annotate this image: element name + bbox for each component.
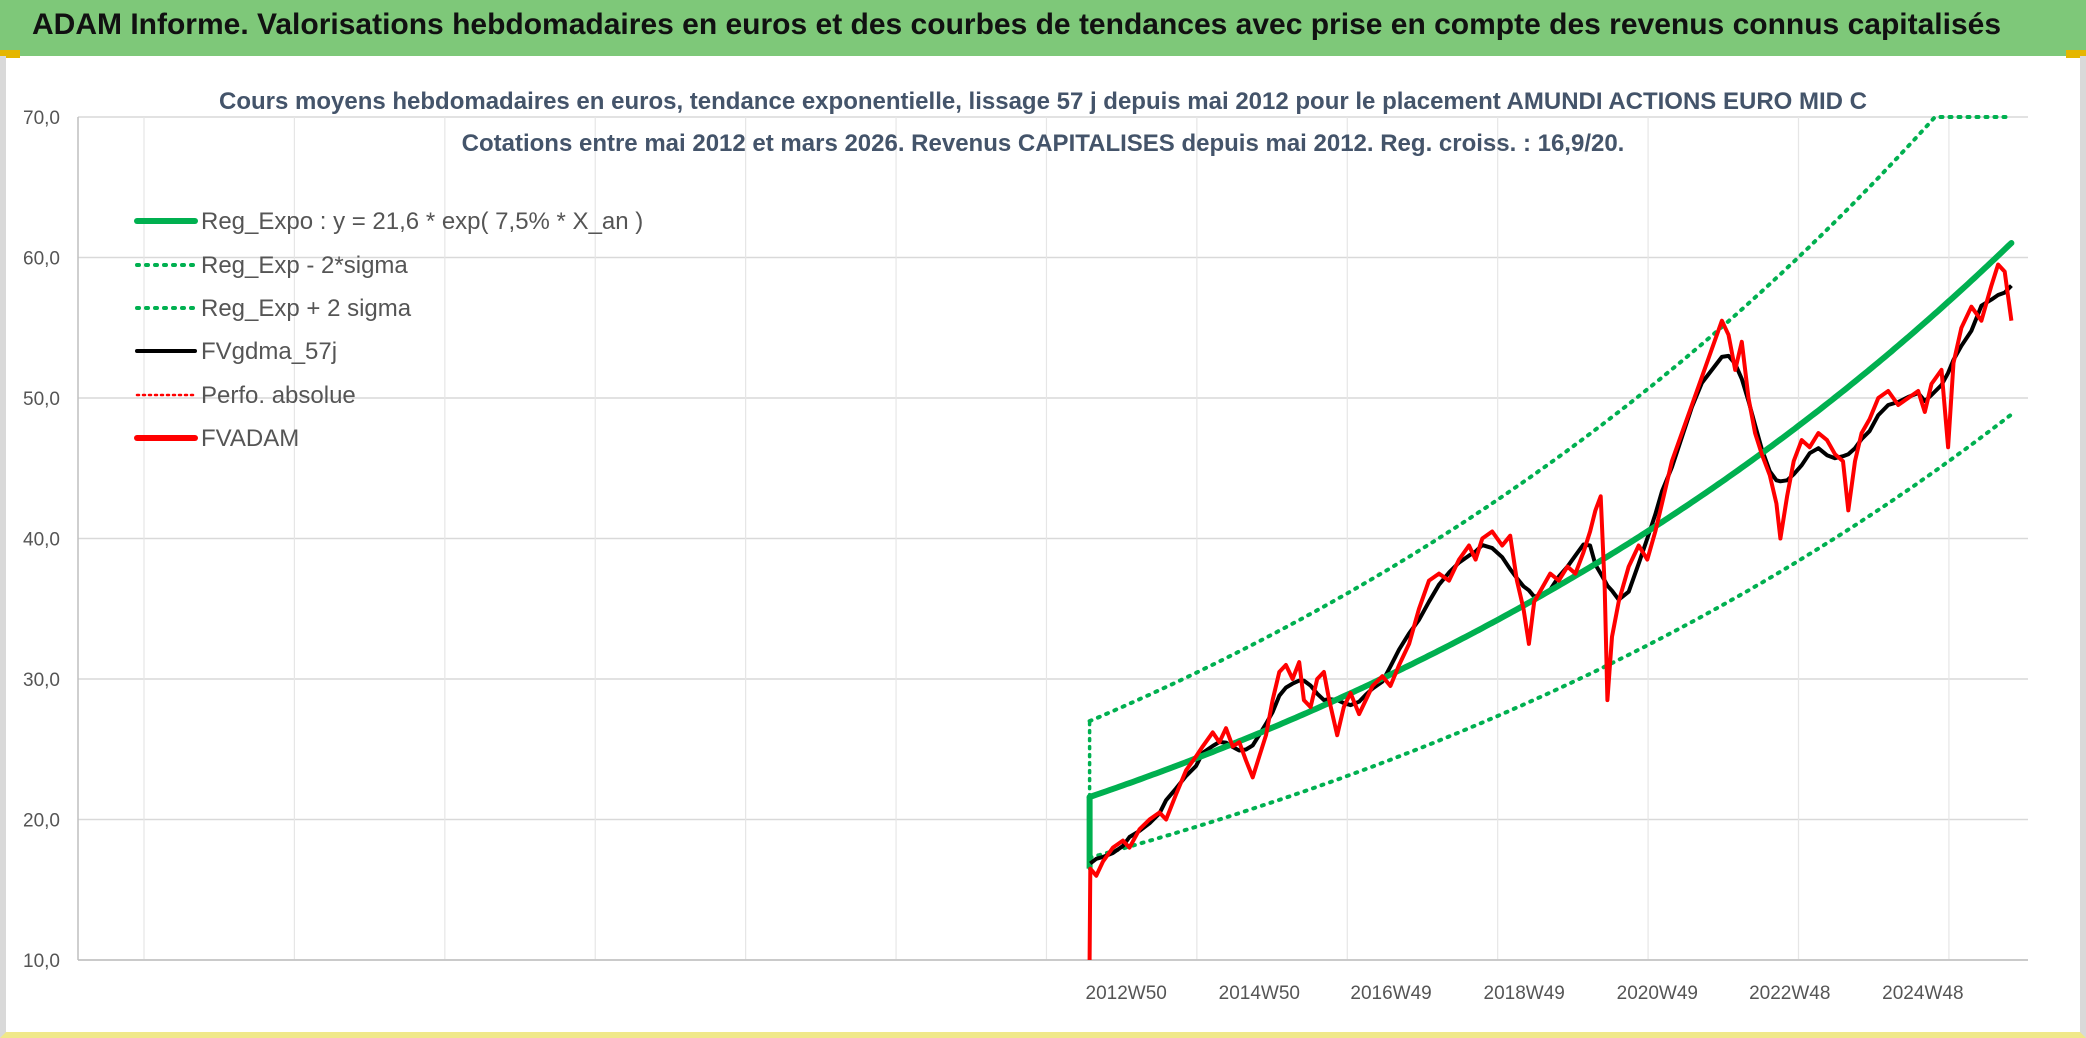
axis-layer: 10,0 20,0 30,0 40,0 50,0 60,0 70,0 2012W50 2014W… bbox=[23, 108, 2028, 1004]
fvadam-line bbox=[1087, 262, 2014, 961]
upper-band-line bbox=[1087, 115, 2014, 724]
legend-entry-label: Reg_Exp + 2 sigma bbox=[201, 295, 412, 322]
banner-corner-left bbox=[0, 50, 20, 58]
x-tick-label: 2024W48 bbox=[1882, 983, 1963, 1004]
x-tick-label: 2018W49 bbox=[1484, 983, 1565, 1004]
y-tick-label: 40,0 bbox=[23, 530, 60, 551]
legend-entry-label: Reg_Exp - 2*sigma bbox=[201, 252, 408, 279]
y-tick-label: 30,0 bbox=[23, 670, 60, 691]
lower-band-line bbox=[1087, 412, 2014, 860]
x-tick-label: 2020W49 bbox=[1617, 983, 1698, 1004]
x-tick-label: 2016W49 bbox=[1350, 983, 1431, 1004]
banner-corner-right bbox=[2066, 50, 2086, 58]
fvgdma-line bbox=[1089, 284, 2013, 865]
x-tick-label: 2014W50 bbox=[1219, 983, 1300, 1004]
regression-line bbox=[1086, 240, 2015, 800]
y-tick-label: 10,0 bbox=[23, 951, 60, 972]
y-tick-label: 20,0 bbox=[23, 811, 60, 832]
grid-layer bbox=[78, 116, 2028, 961]
x-tick-label: 2012W50 bbox=[1086, 983, 1167, 1004]
report-banner: ADAM Informe. Valorisations hebdomadaire… bbox=[0, 0, 2086, 56]
y-tick-label: 50,0 bbox=[23, 389, 60, 410]
chart-title: Cours moyens hebdomadaires en euros, ten… bbox=[219, 88, 1867, 115]
legend-entry-label: FVADAM bbox=[201, 425, 299, 452]
legend-entry-label: FVgdma_57j bbox=[201, 338, 337, 365]
legend: Reg_Expo : y = 21,6 * exp( 7,5% * X_an )… bbox=[134, 208, 643, 452]
chart-subtitle: Cotations entre mai 2012 et mars 2026. R… bbox=[462, 130, 1625, 157]
legend-entry-label: Reg_Expo : y = 21,6 * exp( 7,5% * X_an ) bbox=[201, 208, 643, 235]
y-tick-label: 60,0 bbox=[23, 249, 60, 270]
legend-entry-label: Perfo. absolue bbox=[201, 382, 356, 409]
series-layer bbox=[1086, 115, 2015, 961]
y-tick-label: 70,0 bbox=[23, 108, 60, 129]
chart-frame bbox=[0, 56, 2086, 1038]
x-tick-label: 2022W48 bbox=[1749, 983, 1830, 1004]
report-title: ADAM Informe. Valorisations hebdomadaire… bbox=[32, 8, 2001, 41]
